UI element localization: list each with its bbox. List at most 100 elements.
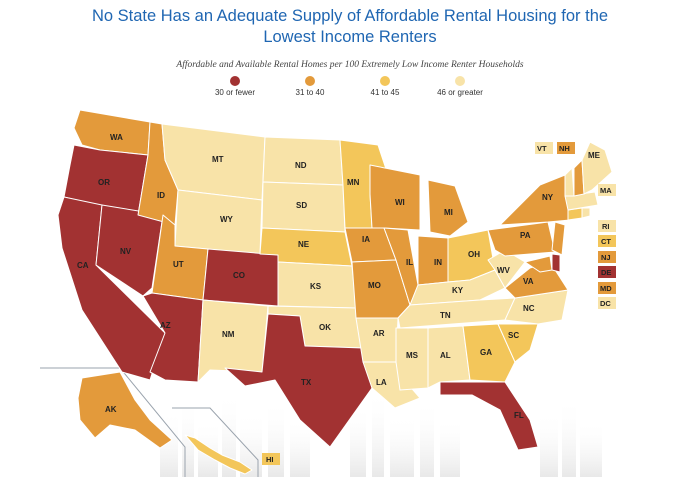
callout-dc: DC: [598, 297, 616, 309]
label-oh: OH: [468, 250, 480, 259]
label-ia: IA: [362, 235, 370, 244]
callout-de: DE: [598, 266, 616, 278]
label-me: ME: [588, 151, 601, 160]
legend-item-41-to-45: 41 to 45: [350, 76, 420, 97]
label-ne: NE: [298, 240, 310, 249]
title-line-1: No State Has an Adequate Supply of Affor…: [91, 7, 609, 25]
label-nm: NM: [222, 330, 235, 339]
state-tx: [224, 313, 373, 448]
callout-de-box: [598, 266, 616, 278]
callout-nj-box: [598, 251, 616, 263]
callout-nh-label: NH: [559, 144, 570, 153]
callout-ma-label: MA: [600, 186, 612, 195]
callout-vt: VT: [535, 142, 553, 154]
callout-nh: NH: [557, 142, 575, 154]
label-wi: WI: [395, 198, 405, 207]
callout-vt-box: [535, 142, 553, 154]
callout-ct-label: CT: [601, 237, 611, 246]
label-la: LA: [376, 378, 387, 387]
state-nj: [551, 221, 566, 256]
label-sd: SD: [296, 201, 307, 210]
callout-ct: CT: [598, 235, 616, 247]
callout-ma-box: [598, 184, 616, 196]
label-id: ID: [157, 191, 165, 200]
callout-nj-label: NJ: [601, 253, 611, 262]
hawaii-inset-frame: [172, 407, 259, 477]
state-fl: [439, 381, 539, 451]
state-md: [524, 255, 553, 273]
legend-swatch-41-to-45: [380, 76, 390, 86]
callout-ri-label: RI: [602, 222, 610, 231]
state-sc: [497, 323, 539, 363]
legend-swatch-30-or-fewer: [230, 76, 240, 86]
label-ar: AR: [373, 329, 385, 338]
legend-label-30-or-fewer: 30 or fewer: [214, 88, 256, 97]
label-in: IN: [434, 258, 442, 267]
state-mi: [427, 179, 469, 237]
legend-label-41-to-45: 41 to 45: [370, 88, 400, 97]
state-ky: [409, 269, 506, 306]
legend-item-31-to-40: 31 to 40: [275, 76, 345, 97]
state-ak: [77, 371, 173, 449]
label-il: IL: [406, 258, 413, 267]
legend-item-46-or-greater: 46 or greater: [425, 76, 495, 97]
callout-dc-box: [598, 297, 616, 309]
callout-ct-box: [598, 235, 616, 247]
state-ny: [499, 174, 571, 226]
callout-md: MD: [598, 282, 616, 294]
label-nd: ND: [295, 161, 307, 170]
callout-hi-box: [262, 453, 280, 465]
label-ak: AK: [105, 405, 117, 414]
state-me: [581, 141, 613, 195]
title-line-2: Lowest Income Renters: [263, 28, 437, 46]
label-mo: MO: [368, 281, 381, 290]
label-ms: MS: [406, 351, 419, 360]
small-state-callouts: VT NH MA RI CT NJ DE MD: [262, 142, 616, 465]
label-az: AZ: [160, 321, 171, 330]
label-mt: MT: [212, 155, 224, 164]
label-ok: OK: [319, 323, 331, 332]
state-de: [551, 253, 561, 273]
label-ca: CA: [77, 261, 89, 270]
legend-label-31-to-40: 31 to 40: [295, 88, 325, 97]
state-wy: [174, 189, 263, 255]
label-ga: GA: [480, 348, 492, 357]
label-tn: TN: [440, 311, 451, 320]
legend-label-46-or-greater: 46 or greater: [437, 88, 483, 97]
label-ny: NY: [542, 193, 554, 202]
callout-dc-label: DC: [600, 299, 611, 308]
callout-ri-box: [598, 220, 616, 232]
label-ks: KS: [310, 282, 322, 291]
legend-swatch-46-or-greater: [455, 76, 465, 86]
label-tx: TX: [301, 378, 312, 387]
label-sc: SC: [508, 331, 519, 340]
state-pa: [487, 221, 556, 257]
callout-md-label: MD: [600, 284, 612, 293]
callout-md-box: [598, 282, 616, 294]
alaska-inset-frame: [40, 367, 186, 477]
callout-nj: NJ: [598, 251, 616, 263]
callout-ma: MA: [598, 184, 616, 196]
skyline-backdrop: [160, 390, 602, 477]
state-hi: [184, 434, 253, 475]
callout-ri: RI: [598, 220, 616, 232]
callout-nh-box: [557, 142, 575, 154]
callout-de-label: DE: [601, 268, 611, 277]
callout-hi: HI: [262, 453, 280, 465]
label-nc: NC: [523, 304, 535, 313]
state-labels: WA OR CA NV ID MT WY UT AZ CO NM ND SD N…: [77, 133, 601, 420]
state-va: [504, 261, 569, 299]
legend: 30 or fewer 31 to 40 41 to 45 46 or grea…: [200, 76, 500, 102]
label-wy: WY: [220, 215, 234, 224]
state-nc: [504, 289, 569, 325]
state-vt: [564, 167, 575, 197]
label-or: OR: [98, 178, 110, 187]
label-al: AL: [440, 351, 451, 360]
callout-vt-label: VT: [537, 144, 547, 153]
label-nv: NV: [120, 247, 132, 256]
label-wa: WA: [110, 133, 123, 142]
label-pa: PA: [520, 231, 531, 240]
label-wv: WV: [497, 266, 511, 275]
state-ms: [395, 327, 429, 391]
